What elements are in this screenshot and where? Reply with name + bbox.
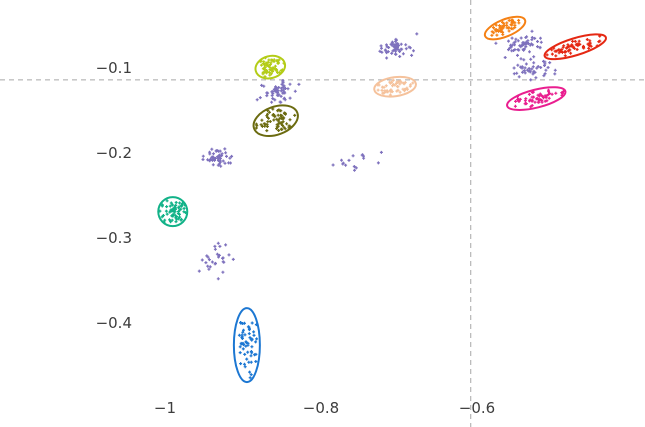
cluster-points-peach (376, 78, 415, 97)
cluster-points-orange (490, 18, 521, 37)
cluster-ellipse-chartreuse (254, 54, 287, 80)
cluster-purple-e (378, 32, 419, 60)
cluster-chartreuse (254, 54, 287, 80)
cluster-points-purple-d (331, 150, 383, 172)
y-tick-label: −0.1 (96, 59, 132, 77)
cluster-points-purple-a (255, 79, 301, 104)
cluster-purple-b (201, 147, 234, 168)
cluster-ellipse-peach (373, 75, 417, 98)
cluster-points-purple-b (201, 147, 234, 168)
cluster-magenta (506, 86, 567, 111)
cluster-red (543, 33, 607, 61)
cluster-purple-a (255, 79, 301, 104)
cluster-purple-f (494, 29, 543, 61)
x-tick-label: −0.6 (459, 399, 495, 417)
y-tick-label: −0.3 (96, 229, 132, 247)
cluster-points-purple-f (494, 29, 543, 61)
cluster-teal (157, 196, 189, 228)
cluster-purple-c (197, 241, 235, 281)
cluster-ellipse-blue (232, 307, 261, 384)
y-tick-label: −0.2 (96, 144, 132, 162)
cluster-ellipse-red (543, 33, 607, 61)
cluster-ellipse-teal (157, 196, 189, 228)
y-tick-label: −0.4 (96, 314, 132, 332)
cluster-olive (252, 104, 299, 138)
cluster-points-purple-c (197, 241, 235, 281)
cluster-points-blue (237, 321, 259, 380)
cluster-points-purple-g (512, 55, 557, 82)
cluster-points-magenta (513, 88, 565, 109)
cluster-points-purple-e (378, 32, 419, 60)
x-tick-label: −1 (154, 399, 176, 417)
cluster-ellipse-orange (483, 15, 527, 41)
cluster-ellipse-olive (252, 104, 299, 138)
cluster-blue (232, 307, 261, 384)
cluster-points-red (545, 34, 602, 58)
cluster-purple-d (331, 150, 383, 172)
cluster-ellipse-magenta (506, 86, 567, 111)
cluster-points-teal (158, 199, 188, 224)
cluster-points-olive (254, 107, 297, 133)
x-tick-label: −0.8 (303, 399, 339, 417)
cluster-purple-g (512, 55, 557, 82)
cluster-orange (483, 15, 527, 41)
cluster-peach (373, 75, 417, 98)
